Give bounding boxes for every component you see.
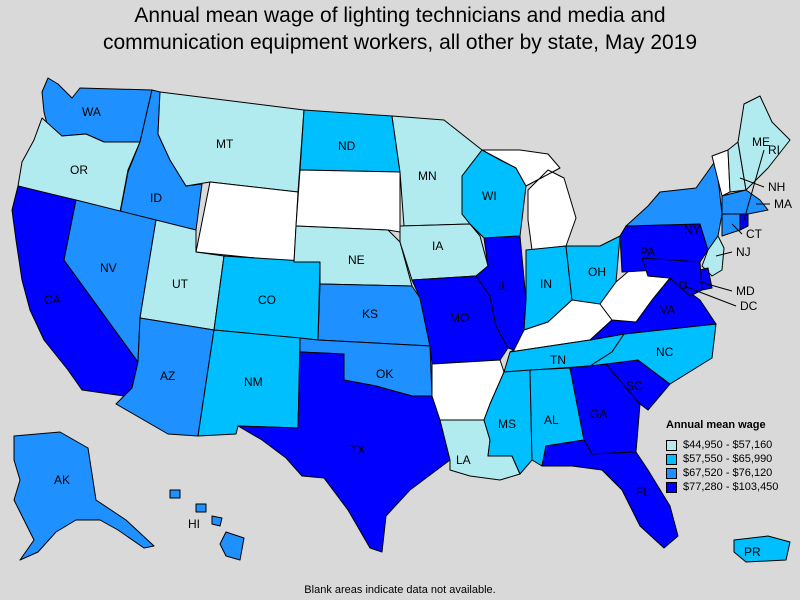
state-tx[interactable] (237, 351, 451, 553)
state-hi[interactable] (169, 489, 245, 561)
legend-row-3: $67,520 - $76,120 (666, 466, 800, 480)
legend-row-4: $77,280 - $103,450 (666, 480, 800, 494)
state-label-nm: NM (244, 375, 263, 389)
state-label-il: IL (498, 279, 508, 293)
state-label-md: MD (736, 284, 755, 298)
state-label-ak: AK (54, 473, 70, 487)
state-label-ca: CA (44, 293, 61, 307)
state-label-pr: PR (744, 545, 761, 559)
leader-line-dc (683, 285, 737, 307)
state-label-ks: KS (362, 307, 378, 321)
state-label-nj: NJ (736, 245, 751, 259)
state-nj[interactable] (701, 235, 725, 277)
state-label-oh: OH (588, 265, 606, 279)
state-label-mt: MT (216, 137, 234, 151)
title-line-2: communication equipment workers, all oth… (102, 31, 698, 54)
legend-label-4: $77,280 - $103,450 (683, 481, 779, 493)
state-label-co: CO (258, 293, 276, 307)
state-label-hi: HI (188, 517, 200, 531)
legend-label-1: $44,950 - $57,160 (683, 439, 773, 451)
state-ct[interactable] (721, 213, 741, 237)
state-mi[interactable] (481, 149, 577, 251)
state-ms[interactable] (483, 369, 533, 475)
state-sd[interactable] (295, 169, 401, 233)
state-pr[interactable] (733, 535, 791, 563)
legend-label-2: $57,550 - $65,990 (683, 453, 773, 465)
state-ny[interactable] (625, 159, 723, 251)
state-fl[interactable] (541, 439, 679, 549)
leader-line-nj (715, 251, 733, 257)
leader-line-ct (731, 223, 743, 235)
state-label-nd: ND (338, 139, 356, 153)
legend-row-2: $57,550 - $65,990 (666, 452, 800, 466)
state-dc[interactable] (679, 281, 687, 289)
state-label-wa: WA (82, 105, 101, 119)
state-or[interactable] (17, 117, 141, 213)
state-label-ma: MA (774, 197, 792, 211)
legend-row-1: $44,950 - $57,160 (666, 438, 800, 452)
state-label-pa: PA (640, 245, 655, 259)
footnote: Blank areas indicate data not available. (304, 584, 496, 596)
state-label-az: AZ (160, 369, 175, 383)
state-label-ut: UT (172, 277, 189, 291)
state-label-wi: WI (482, 189, 497, 203)
leader-line-md (699, 281, 733, 292)
state-md[interactable] (641, 257, 703, 297)
state-me[interactable] (737, 95, 791, 191)
state-label-va: VA (660, 303, 675, 317)
state-ak[interactable] (13, 431, 155, 561)
state-label-al: AL (544, 413, 559, 427)
legend-swatch-1 (666, 439, 677, 451)
state-label-ia: IA (432, 239, 443, 253)
chart-title: Annual mean wage of lighting technicians… (0, 2, 800, 56)
state-label-ne: NE (348, 253, 365, 267)
state-label-ok: OK (376, 367, 393, 381)
state-label-dc: DC (740, 299, 758, 313)
state-label-id: ID (150, 191, 162, 205)
state-label-ct: CT (746, 227, 763, 241)
state-label-nv: NV (100, 261, 117, 275)
state-label-tx: TX (350, 443, 365, 457)
state-nc[interactable] (589, 323, 717, 385)
state-il[interactable] (475, 235, 527, 351)
state-label-sc: SC (626, 379, 643, 393)
state-label-ms: MS (498, 417, 516, 431)
legend-swatch-3 (666, 467, 677, 479)
state-label-la: LA (456, 453, 471, 467)
state-wy[interactable] (195, 181, 299, 263)
state-label-mn: MN (418, 169, 437, 183)
legend-label-3: $67,520 - $76,120 (683, 467, 773, 479)
state-label-nh: NH (768, 180, 785, 194)
state-label-me: ME (752, 135, 770, 149)
state-label-tn: TN (550, 353, 566, 367)
leader-line-nh (739, 177, 765, 188)
state-label-nc: NC (656, 345, 674, 359)
state-label-ny: NY (684, 223, 701, 237)
state-label-mo: MO (450, 311, 469, 325)
legend: Annual mean wage $44,950 - $57,160 $57,5… (666, 419, 800, 494)
state-label-in: IN (540, 277, 552, 291)
state-label-ri: RI (768, 143, 780, 157)
state-label-fl: FL (636, 485, 650, 499)
title-line-1: Annual mean wage of lighting technicians… (134, 4, 666, 27)
state-ma[interactable] (721, 189, 769, 215)
leader-line-ri (743, 149, 765, 221)
state-label-ga: GA (590, 407, 607, 421)
state-label-or: OR (70, 163, 88, 177)
state-ia[interactable] (399, 223, 489, 281)
legend-swatch-2 (666, 453, 677, 465)
legend-title: Annual mean wage (666, 419, 766, 431)
legend-swatch-4 (666, 481, 677, 493)
